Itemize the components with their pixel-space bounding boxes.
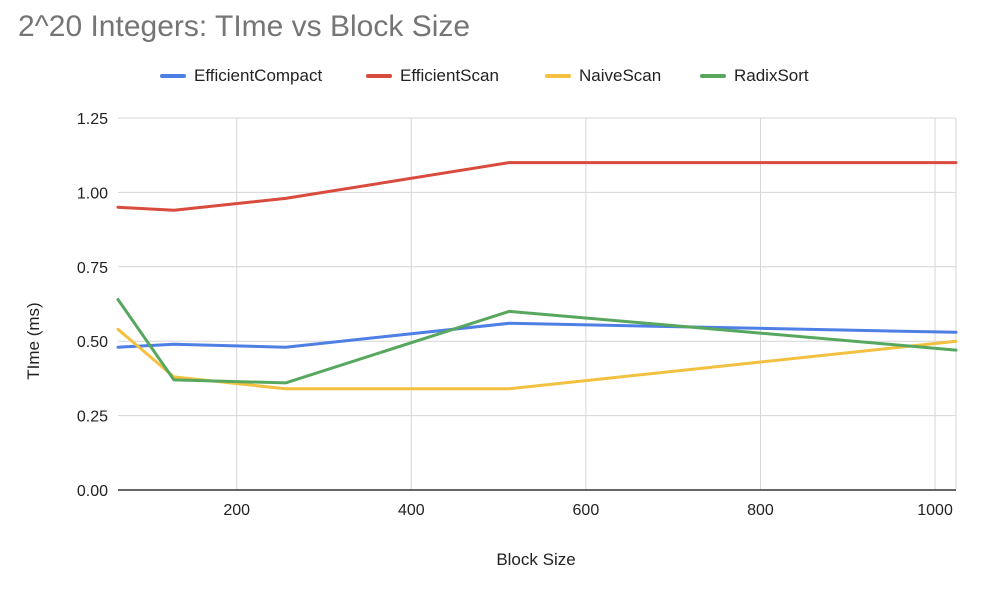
legend-swatch-radixsort	[700, 74, 726, 78]
y-tick-label: 0.25	[77, 409, 108, 426]
y-tick-label: 0.00	[77, 483, 108, 500]
legend-label-naivescan: NaiveScan	[579, 66, 662, 85]
legend-swatch-naivescan	[545, 74, 571, 78]
legend-label-radixsort: RadixSort	[734, 66, 809, 85]
x-tick-label: 200	[223, 502, 250, 519]
x-tick-label: 800	[747, 502, 774, 519]
legend-item-efficientcompact[interactable]: EfficientCompact	[160, 66, 322, 86]
legend-swatch-efficientcompact	[160, 74, 186, 78]
y-tick-label: 1.25	[77, 111, 108, 128]
legend-label-efficientcompact: EfficientCompact	[194, 66, 323, 85]
y-tick-label: 0.75	[77, 260, 108, 277]
legend-item-naivescan[interactable]: NaiveScan	[545, 66, 661, 86]
series-line-radixsort	[116, 298, 958, 385]
x-axis-title: Block Size	[496, 550, 575, 569]
legend-label-efficientscan: EfficientScan	[400, 66, 499, 85]
series-line-naivescan	[116, 327, 958, 391]
series-line-efficientcompact	[116, 321, 958, 349]
legend: EfficientCompact EfficientScan NaiveScan…	[0, 66, 994, 90]
x-tick-label: 400	[398, 502, 425, 519]
x-tick-label: 600	[573, 502, 600, 519]
series-lines	[116, 161, 958, 391]
chart-title: 2^20 Integers: TIme vs Block Size	[18, 10, 471, 43]
gridlines	[118, 117, 957, 490]
series-line-efficientscan	[116, 161, 958, 212]
axes: 0.00 0.25 0.50 0.75 1.00 1.25 200 400 600 800 1000	[77, 111, 956, 519]
legend-item-efficientscan[interactable]: EfficientScan	[366, 66, 499, 86]
y-tick-label: 0.50	[77, 334, 108, 351]
legend-swatch-efficientscan	[366, 74, 392, 78]
x-tick-label: 1000	[917, 502, 953, 519]
legend-item-radixsort[interactable]: RadixSort	[700, 66, 809, 86]
y-tick-label: 1.00	[77, 185, 108, 202]
y-axis-title: TIme (ms)	[24, 302, 43, 379]
